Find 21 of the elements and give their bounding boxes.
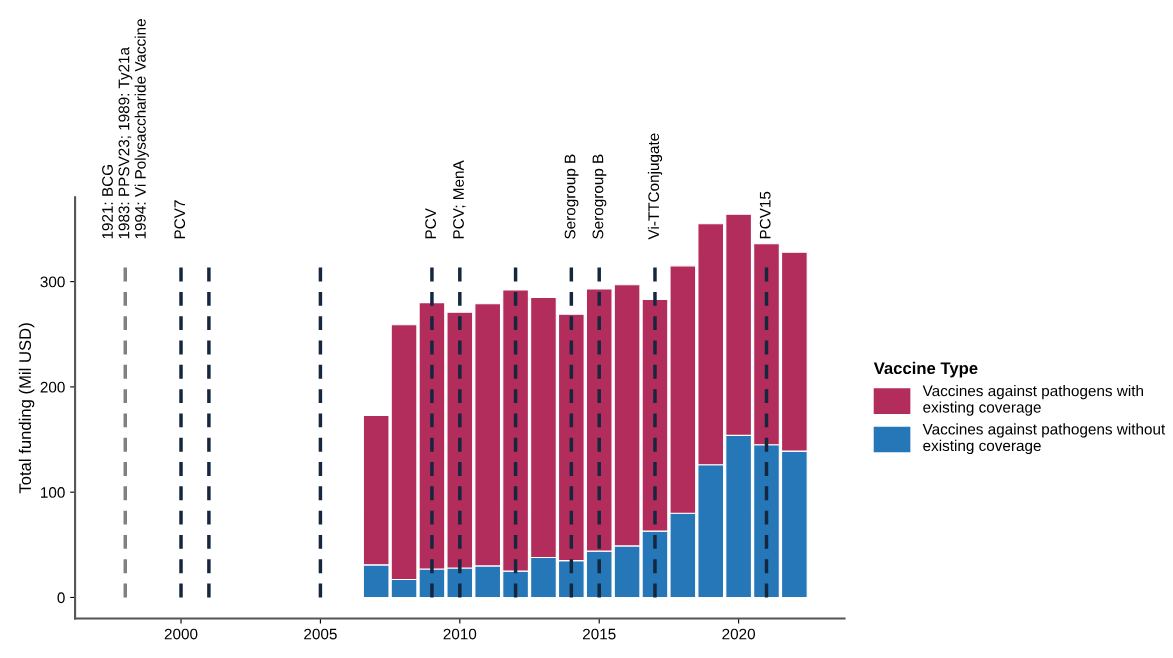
y-tick-label: 300 [40,276,65,288]
y-tick-label: 0 [57,592,65,604]
y-tick-label: 200 [40,381,65,393]
x-tick-label: 2005 [304,628,337,640]
x-tick-label: 2015 [582,628,616,640]
ref-line-label: PCV [425,208,437,239]
y-axis-title: Total funding (Mil USD) [18,323,35,494]
ref-line-label: PCV; MenA [453,160,466,239]
x-tick-label: 2000 [164,628,198,640]
ref-line-label: PCV15 [759,191,771,239]
legend-title: Vaccine Type [873,361,978,378]
ref-line-label: PCV7 [174,200,186,239]
legend-label: Vaccines against pathogens with existing coverage [922,385,1143,416]
x-tick-label: 2010 [443,628,477,640]
ref-line-label: Serogroup B [592,154,607,239]
ref-line-label: Vi-TTConjugate [647,133,663,240]
y-tick-label: 100 [41,487,65,498]
legend-label: Vaccines against pathogens without existing coverage [922,423,1166,455]
x-tick-label: 2020 [722,628,756,640]
ref-line-label: 1921: BCG 1983: PPSV23; 1989: Ty21a 1994: Vi Polysaccharide Vaccine [102,19,149,239]
ref-line-label: Serogroup B [564,154,579,239]
